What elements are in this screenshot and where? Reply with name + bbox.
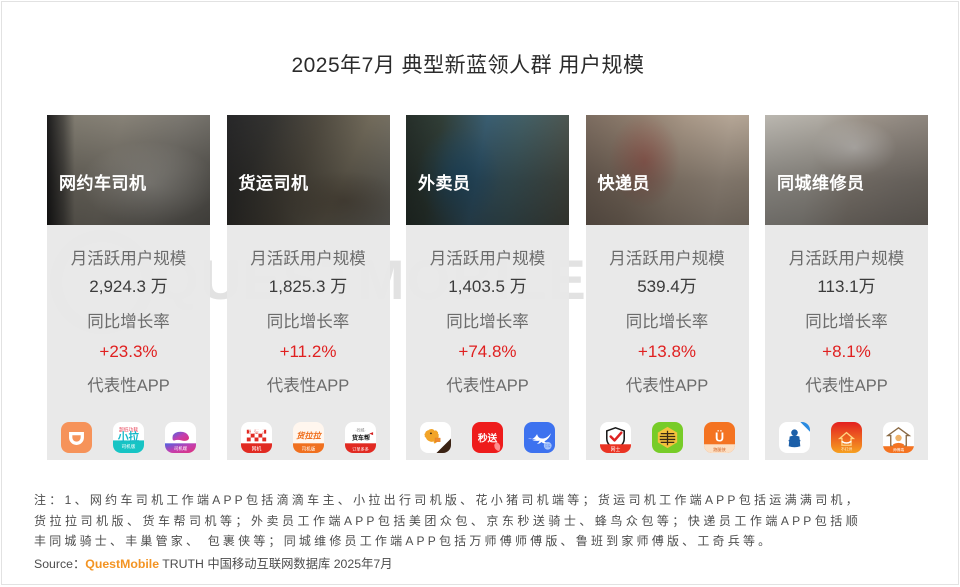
svg-text:司机版: 司机版 <box>122 443 136 450</box>
svg-text:订单多多: 订单多多 <box>352 445 369 451</box>
svg-text:运满满: 运满满 <box>248 427 264 435</box>
svg-text:秒送: 秒送 <box>478 431 498 444</box>
svg-text:不打烊: 不打烊 <box>841 447 853 452</box>
svg-text:-同城-: -同城- <box>355 428 366 433</box>
svg-text:京东: 京东 <box>545 443 551 448</box>
svg-text:跑腿侠: 跑腿侠 <box>713 446 726 452</box>
svg-text:Ü: Ü <box>714 429 723 444</box>
svg-text:货车帮: 货车帮 <box>351 434 369 442</box>
svg-text:司机版: 司机版 <box>301 445 315 452</box>
svg-text:网机: 网机 <box>251 445 261 452</box>
svg-text:师傅端: 师傅端 <box>893 447 904 452</box>
svg-text:司机端: 司机端 <box>174 445 188 452</box>
svg-text:小拉: 小拉 <box>117 430 140 443</box>
svg-text:网士: 网士 <box>610 446 620 453</box>
svg-text:货拉拉: 货拉拉 <box>296 430 322 440</box>
